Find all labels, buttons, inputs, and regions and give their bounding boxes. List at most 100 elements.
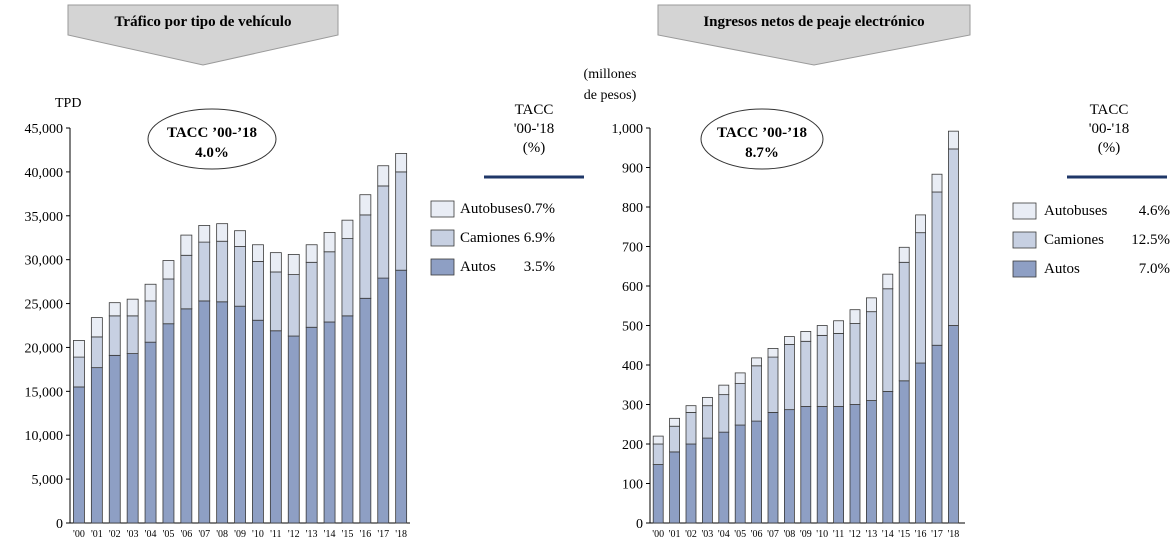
x-tick-label: '06 — [751, 529, 763, 540]
y-tick-label: 0 — [636, 517, 643, 532]
bar-autos — [108, 354, 121, 524]
bar-autos — [800, 406, 812, 524]
bar-camiones — [784, 344, 795, 411]
y-tick-label: 25,000 — [25, 298, 64, 313]
legend-label: Camiones — [1044, 232, 1104, 248]
bar-autos — [734, 424, 746, 524]
x-tick-label: '13 — [306, 529, 318, 540]
bar-autos — [702, 437, 713, 524]
bar-autos — [767, 411, 779, 524]
bar-autobuses — [784, 336, 795, 345]
bar-autos — [833, 406, 844, 524]
tacc-header: (%) — [523, 140, 546, 156]
bar-camiones — [702, 405, 713, 439]
bar-autos — [90, 367, 103, 524]
bar-camiones — [162, 278, 175, 325]
legend-swatch-camiones — [430, 229, 455, 247]
x-tick-label: '14 — [324, 529, 336, 540]
bar-autos — [652, 464, 664, 524]
bar-autobuses — [323, 232, 336, 253]
x-tick-label: '13 — [865, 529, 877, 540]
bar-camiones — [931, 191, 943, 346]
x-tick-label: '07 — [767, 529, 779, 540]
bar-autos — [669, 451, 680, 524]
y-tick-label: 100 — [622, 478, 643, 493]
legend-label: Autos — [460, 259, 496, 275]
bar-camiones — [269, 271, 282, 332]
legend-swatch-autobuses — [1012, 202, 1037, 220]
bar-autobuses — [816, 325, 828, 336]
bar-autobuses — [702, 396, 713, 407]
y-axis-label: de pesos) — [584, 88, 637, 103]
bar-camiones — [718, 394, 730, 433]
bar-autos — [287, 335, 300, 524]
bar-autobuses — [915, 214, 926, 234]
bar-autobuses — [734, 372, 746, 384]
bar-camiones — [359, 214, 372, 299]
bar-camiones — [323, 251, 336, 323]
y-tick-label: 40,000 — [25, 166, 64, 181]
bar-autobuses — [849, 309, 861, 324]
bar-camiones — [216, 240, 229, 303]
bar-camiones — [898, 261, 910, 382]
x-tick-label: '17 — [931, 529, 943, 540]
y-tick-label: 300 — [622, 399, 643, 414]
bar-autos — [931, 344, 943, 524]
chart-1: Tráfico por tipo de vehículo TPD 0 5,000 10,… — [25, 4, 584, 540]
legend-tacc-value: 6.9% — [524, 230, 555, 246]
y-tick-label: 700 — [622, 241, 643, 256]
bar-camiones — [685, 411, 697, 445]
bar-camiones — [198, 241, 211, 302]
bar-camiones — [882, 288, 894, 392]
x-tick-label: '05 — [734, 529, 746, 540]
bar-autobuses — [833, 320, 844, 334]
bar-autobuses — [73, 340, 85, 358]
bar-autobuses — [162, 260, 175, 280]
bar-autobuses — [395, 153, 408, 173]
bar-autos — [866, 400, 877, 524]
y-tick-label: 45,000 — [25, 122, 64, 137]
bar-autobuses — [359, 194, 372, 216]
bar-autos — [144, 341, 157, 524]
chart-title: Ingresos netos de peaje electrónico — [703, 14, 924, 30]
x-tick-label: '17 — [377, 529, 389, 540]
x-tick-label: '08 — [783, 529, 795, 540]
x-tick-label: '00 — [652, 529, 664, 540]
bar-autobuses — [718, 384, 730, 396]
y-tick-label: 400 — [622, 359, 643, 374]
legend-label: Autobuses — [1044, 203, 1107, 219]
bar-autobuses — [90, 317, 103, 338]
y-tick-label: 0 — [56, 517, 63, 532]
tacc-callout-ellipse — [147, 108, 277, 170]
bar-camiones — [73, 356, 85, 388]
legend-swatch-camiones — [1012, 231, 1037, 249]
bar-autos — [395, 269, 408, 524]
bar-autobuses — [800, 331, 812, 342]
x-tick-label: '12 — [849, 529, 861, 540]
x-tick-label: '05 — [163, 529, 175, 540]
legend-swatch-autobuses — [430, 200, 455, 218]
title-banner — [67, 4, 339, 66]
bar-autobuses — [898, 246, 910, 263]
x-tick-label: '01 — [669, 529, 681, 540]
bar-autos — [252, 319, 264, 524]
bar-autobuses — [269, 252, 282, 273]
bar-autobuses — [126, 298, 139, 317]
bar-autobuses — [180, 234, 193, 256]
bar-camiones — [108, 315, 121, 356]
bar-camiones — [652, 443, 664, 465]
bar-autobuses — [669, 417, 680, 427]
tacc-header: (%) — [1098, 140, 1121, 156]
tacc-callout-value: 8.7% — [745, 145, 779, 161]
bar-autos — [305, 326, 318, 524]
y-tick-label: 20,000 — [25, 341, 64, 356]
tacc-header: '00-'18 — [514, 121, 554, 137]
bar-autos — [849, 404, 861, 524]
bar-autos — [882, 391, 894, 524]
bar-autobuses — [931, 173, 943, 193]
legend-label: Autos — [1044, 261, 1080, 277]
bar-autos — [784, 409, 795, 524]
bar-camiones — [252, 261, 264, 321]
bar-camiones — [751, 365, 762, 422]
bar-camiones — [287, 274, 300, 337]
